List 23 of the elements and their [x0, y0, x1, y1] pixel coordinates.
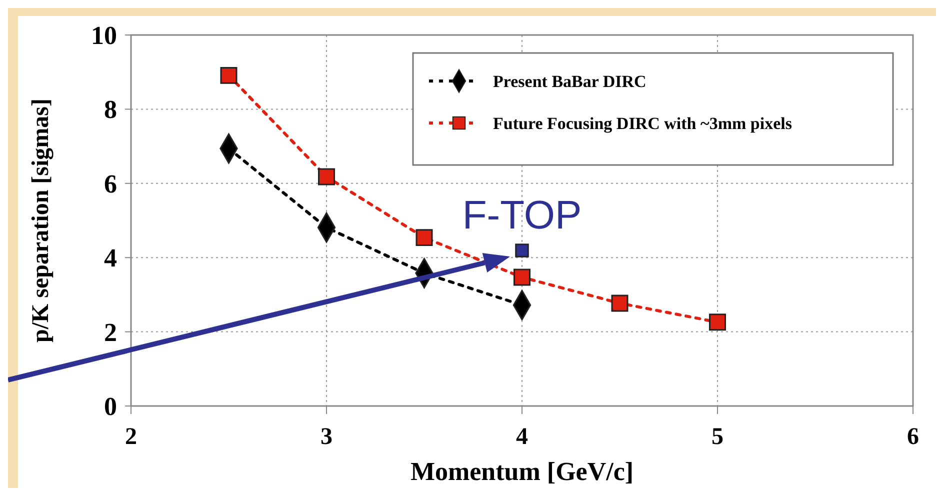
legend-label: Future Focusing DIRC with ~3mm pixels [493, 114, 792, 133]
y-tick-label: 10 [91, 21, 117, 50]
point [709, 314, 726, 331]
point [416, 229, 433, 246]
annotation: F-TOP [462, 194, 582, 238]
y-tick-label: 6 [104, 169, 117, 198]
y-tick-label: 0 [104, 392, 117, 421]
y-tick-label: 2 [104, 318, 117, 347]
point [514, 268, 530, 286]
point [318, 168, 335, 186]
y-tick-label: 8 [104, 95, 117, 124]
point [611, 294, 628, 312]
x-tick-label: 2 [125, 424, 137, 450]
point [220, 66, 238, 84]
x-tick-label: 5 [712, 424, 724, 450]
x-axis-title: Momentum [GeV/c] [410, 457, 634, 486]
y-axis-title: p/K separation [sigmas] [28, 98, 54, 343]
y-tick-label: 4 [104, 244, 117, 273]
legend-label: Present BaBar DIRC [493, 72, 646, 91]
x-tick-label: 4 [516, 424, 528, 450]
x-tick-label: 3 [320, 424, 332, 450]
point [515, 244, 529, 258]
x-tick-label: 6 [907, 424, 919, 450]
